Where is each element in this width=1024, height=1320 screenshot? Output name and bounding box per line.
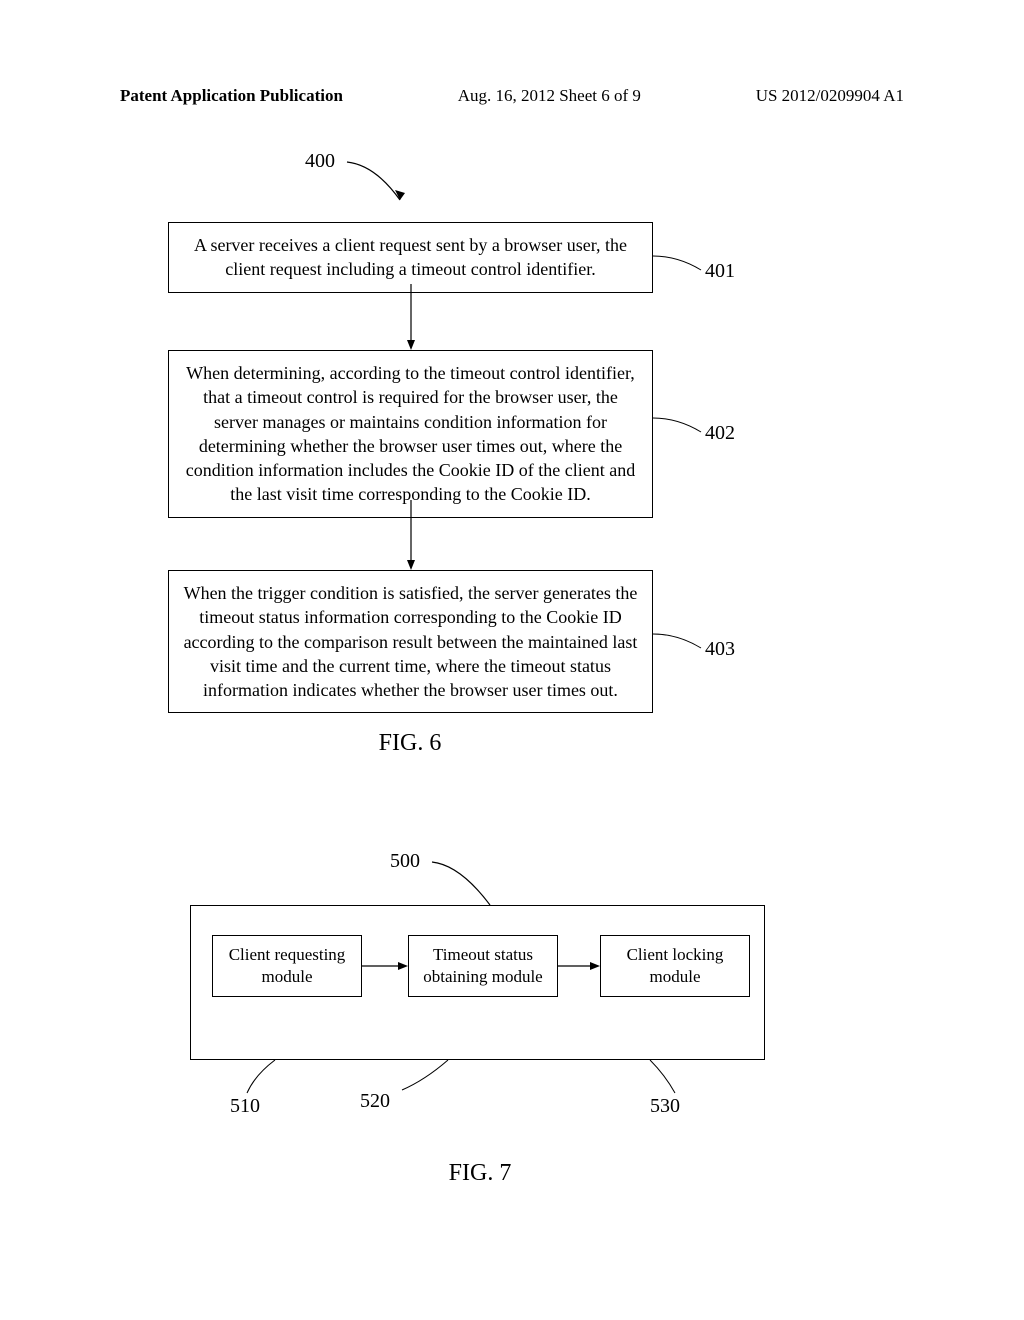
header-left: Patent Application Publication xyxy=(120,86,343,106)
block-510-text: Client requesting module xyxy=(219,944,355,988)
leader-403 xyxy=(653,628,703,653)
fig7-label: FIG. 7 xyxy=(380,1160,580,1187)
leader-530 xyxy=(640,1060,680,1095)
flow-node-402: When determining, according to the timeo… xyxy=(168,350,653,518)
ref-510: 510 xyxy=(230,1095,260,1118)
header-right: US 2012/0209904 A1 xyxy=(756,86,904,106)
block-520-text: Timeout status obtaining module xyxy=(415,944,551,988)
leader-curve-400 xyxy=(345,160,425,210)
arrow-520-530 xyxy=(558,960,600,972)
ref-401: 401 xyxy=(705,260,735,283)
ref-530: 530 xyxy=(650,1095,680,1118)
flow-node-401-text: A server receives a client request sent … xyxy=(194,235,627,279)
block-530-text: Client locking module xyxy=(607,944,743,988)
header-middle: Aug. 16, 2012 Sheet 6 of 9 xyxy=(458,86,641,106)
ref-403: 403 xyxy=(705,638,735,661)
fig6-label: FIG. 6 xyxy=(310,730,510,757)
flow-node-403-text: When the trigger condition is satisfied,… xyxy=(184,583,638,700)
arrow-402-403 xyxy=(406,500,416,570)
ref-400: 400 xyxy=(305,150,335,173)
leader-curve-500 xyxy=(430,860,510,910)
ref-520: 520 xyxy=(360,1090,390,1113)
ref-500: 500 xyxy=(390,850,420,873)
page-header: Patent Application Publication Aug. 16, … xyxy=(0,86,1024,106)
ref-402: 402 xyxy=(705,422,735,445)
leader-402 xyxy=(653,412,703,437)
block-510: Client requesting module xyxy=(212,935,362,997)
arrow-401-402 xyxy=(406,284,416,350)
arrow-510-520 xyxy=(362,960,408,972)
flow-node-403: When the trigger condition is satisfied,… xyxy=(168,570,653,713)
flow-node-401: A server receives a client request sent … xyxy=(168,222,653,293)
block-520: Timeout status obtaining module xyxy=(408,935,558,997)
leader-401 xyxy=(653,250,703,275)
flow-node-402-text: When determining, according to the timeo… xyxy=(186,363,635,504)
leader-510 xyxy=(245,1060,285,1095)
block-530: Client locking module xyxy=(600,935,750,997)
leader-520 xyxy=(400,1060,450,1095)
